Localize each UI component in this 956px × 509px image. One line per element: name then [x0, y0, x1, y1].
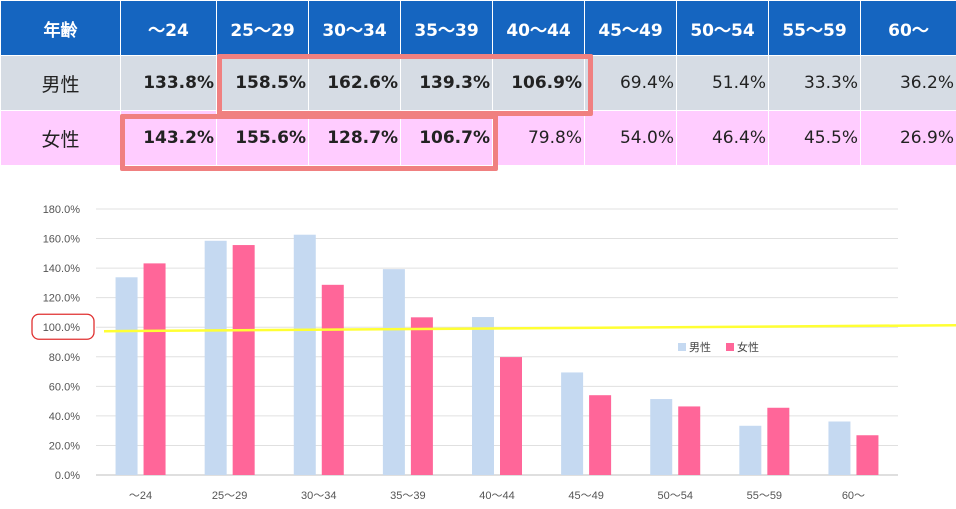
table-cell: 106.7% — [400, 110, 493, 166]
table-cell: 51.4% — [676, 55, 769, 111]
y-tick-label: 40.0% — [49, 411, 80, 423]
x-tick-label: 50～54 — [657, 490, 692, 502]
table-cell: 36.2% — [860, 55, 956, 111]
header-age-group: 50～54 — [676, 0, 769, 56]
bar-male — [293, 234, 316, 475]
bar-female — [500, 357, 522, 475]
highlighted-tick-box — [31, 313, 95, 340]
bar-female — [143, 263, 166, 475]
table-cell: 54.0% — [584, 110, 677, 166]
y-tick-label: 160.0% — [43, 234, 81, 246]
legend-swatch-male — [678, 343, 686, 351]
table-cell: 26.9% — [860, 110, 956, 166]
table-cell: 158.5% — [216, 55, 309, 111]
table-cell: 69.4% — [584, 55, 677, 111]
bar-female — [410, 317, 433, 475]
female-row: 女性 143.2% 155.6% 128.7% 106.7% 79.8% 54.0% 46.4… — [0, 110, 956, 166]
bar-chart: 0.0% 20.0% 40.0% 60.0% 80.0% 100.0% 120.0% 140.… — [31, 204, 956, 502]
age-ratio-table: 年齢 ～24 25～29 30～34 35～39 40～44 45～49 50～54 55～59… — [0, 0, 956, 166]
y-tick-label: 60.0% — [49, 381, 80, 393]
row-label: 男性 — [0, 55, 121, 111]
header-age-group: 40～44 — [492, 0, 585, 56]
table-cell: 162.6% — [308, 55, 401, 111]
x-tick-label: 45～49 — [568, 490, 603, 502]
y-tick-label: 180.0% — [43, 204, 81, 216]
x-tick-label: ～24 — [129, 490, 152, 502]
header-age-group: 55～59 — [768, 0, 861, 56]
table-cell: 143.2% — [120, 110, 217, 166]
header-age-group: 30～34 — [308, 0, 401, 56]
bar-female — [321, 284, 344, 475]
table-cell: 79.8% — [492, 110, 585, 166]
bar-male — [650, 399, 673, 475]
header-age-group: 25～29 — [216, 0, 309, 56]
bar-female — [232, 245, 255, 475]
header-age-label: 年齢 — [0, 0, 121, 56]
y-tick-label: 20.0% — [49, 440, 80, 452]
x-tick-label: 30～34 — [301, 490, 336, 502]
legend-label: 女性 — [737, 340, 759, 354]
male-row: 男性 133.8% 158.5% 162.6% 139.3% 106.9% 69.4% 51.… — [0, 55, 956, 111]
header-age-group: 60～ — [860, 0, 956, 56]
bar-male — [472, 317, 494, 475]
y-tick-label: 120.0% — [43, 293, 81, 305]
x-tick-label: 60～ — [842, 490, 865, 502]
table-cell: 139.3% — [400, 55, 493, 111]
x-tick-label: 55～59 — [747, 490, 782, 502]
x-tick-label: 25～29 — [212, 490, 247, 502]
bar-male — [382, 269, 405, 475]
bar-female — [589, 395, 612, 475]
row-label: 女性 — [0, 110, 121, 166]
x-tick-label: 40～44 — [479, 490, 514, 502]
table-cell: 133.8% — [120, 55, 217, 111]
table-cell: 46.4% — [676, 110, 769, 166]
reference-line-100 — [103, 323, 956, 333]
bar-female — [856, 435, 879, 475]
bar-female — [767, 407, 790, 475]
table-cell: 106.9% — [492, 55, 585, 111]
legend-label: 男性 — [689, 340, 711, 354]
x-tick-label: 35～39 — [390, 490, 425, 502]
header-age-group: 35～39 — [400, 0, 493, 56]
header-age-group: 45～49 — [584, 0, 677, 56]
header-age-group: ～24 — [120, 0, 217, 56]
age-ratio-table-container: 年齢 ～24 25～29 30～34 35～39 40～44 45～49 50～54 55～59… — [0, 0, 956, 171]
table-cell: 155.6% — [216, 110, 309, 166]
bar-female — [678, 406, 701, 475]
bar-male — [561, 372, 584, 475]
table-cell: 33.3% — [768, 55, 861, 111]
bar-male — [828, 421, 851, 475]
legend-swatch-female — [726, 343, 734, 351]
y-tick-label: 80.0% — [49, 352, 80, 364]
bar-male — [739, 425, 762, 475]
bar-male — [204, 240, 227, 475]
y-tick-label: 140.0% — [43, 263, 81, 275]
header-row: 年齢 ～24 25～29 30～34 35～39 40～44 45～49 50～54 55～59… — [0, 0, 956, 56]
y-tick-label: 0.0% — [55, 470, 80, 482]
table-cell: 128.7% — [308, 110, 401, 166]
bar-male — [115, 277, 138, 475]
table-cell: 45.5% — [768, 110, 861, 166]
y-tick-label: 100.0% — [43, 322, 81, 334]
